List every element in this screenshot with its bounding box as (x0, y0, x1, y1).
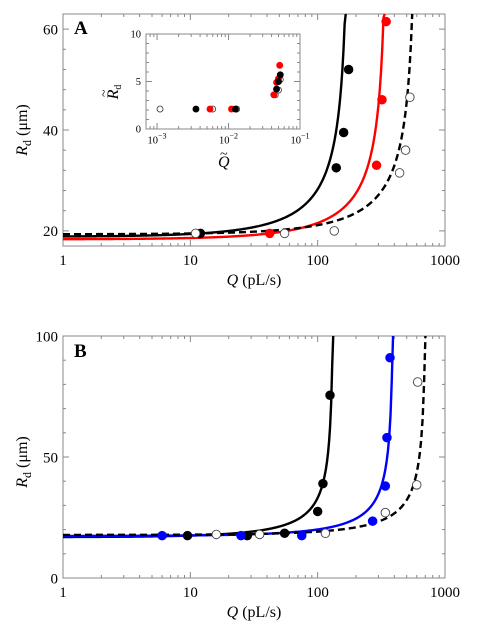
panel-b-data-point (380, 507, 391, 518)
panel-a-fit-curve (62, 13, 386, 241)
panel-b-data-point (382, 432, 392, 443)
panel-a-x-tick-label: 1000 (430, 253, 460, 269)
panel-b-label: B (74, 341, 87, 362)
svg-text:~: ~ (97, 89, 112, 97)
panel-a-x-tick-label: 1 (59, 253, 67, 269)
inset-y-axis-label: Rd ~ (97, 85, 124, 101)
panel-b-x-tick-label: 1000 (430, 585, 460, 601)
panel-b-y-axis-label: Rd (μm) (14, 436, 34, 488)
panel-b-data-point (325, 390, 335, 401)
inset-x-tick-label: 10−1 (290, 132, 309, 147)
panel-a-y-axis-label: Rd (μm) (14, 104, 34, 156)
svg-text:Rd: Rd (105, 85, 124, 101)
panel-b-data-point (412, 480, 422, 490)
panel-a-data-point (190, 228, 201, 239)
inset-x-axis-tilde: ~ (220, 147, 228, 162)
panel-b-fit-curve (62, 335, 395, 538)
panel-b-fit-curve (62, 335, 335, 539)
panel-b-data-point (182, 530, 193, 541)
panel-a-data-point (264, 228, 275, 239)
panel-a-data-point (371, 160, 382, 171)
inset-data-point (270, 91, 278, 99)
panel-a-data-point (394, 168, 405, 178)
panel-a-x-axis-label: Q (pL/s) (227, 272, 282, 289)
panel-a-fit-curve (63, 13, 414, 236)
panel-b-y-tick-label: 0 (51, 571, 59, 587)
panel-b-data-point (385, 353, 395, 363)
inset-chart: 10−3 10−2 10−1 0 5 10 Q ~ Rd ~ (97, 30, 310, 171)
panel-a-data-point (400, 145, 411, 155)
panel-b-tick-labels: 1 10 100 1000 0 50 100 (36, 329, 461, 601)
panel-b-data-point (320, 528, 331, 538)
panel-a-data-point (331, 163, 342, 173)
panel-b-marks (62, 335, 446, 579)
panel-b-data-point (367, 516, 378, 526)
inset-y-tick-label: 5 (136, 77, 141, 88)
inset-data-point (276, 61, 284, 69)
inset-data-point (273, 85, 281, 93)
inset-y-tick-label: 0 (136, 125, 141, 136)
panel-a-y-tick-label: 40 (43, 123, 58, 139)
panel-b-data-point (318, 478, 328, 489)
panel-a-data-point (343, 64, 354, 75)
panel-b-y-tick-label: 50 (43, 450, 58, 466)
panel-b-data-point (236, 530, 246, 541)
panel-b-data-point (279, 528, 290, 538)
inset-data-point (192, 105, 200, 113)
inset-data-point (232, 105, 239, 113)
panel-b: B 1 10 100 1000 0 50 100 Q (pL/s) Rd (μm) (14, 329, 460, 621)
panel-b-data-point (297, 530, 307, 541)
inset-x-tick-label: 10−2 (219, 132, 238, 147)
panel-a-data-point (381, 16, 391, 27)
panel-a-y-tick-label: 20 (43, 224, 58, 240)
inset-x-tick-label: 10−3 (148, 132, 167, 147)
panel-a-data-point (338, 127, 349, 138)
inset-data-point (156, 105, 164, 113)
panel-b-x-tick-label: 100 (306, 585, 329, 601)
panel-a-x-tick-label: 100 (306, 253, 329, 269)
panel-a-data-point (279, 228, 290, 239)
panel-b-data-point (157, 530, 167, 541)
inset-data-point (206, 105, 214, 113)
inset-data-point (276, 71, 284, 79)
panel-a-data-point (329, 226, 340, 236)
panel-b-data-point (412, 377, 423, 387)
panel-b-x-tick-label: 10 (183, 585, 198, 601)
inset-data-point (275, 78, 282, 85)
panel-b-data-point (254, 529, 265, 540)
panel-a-data-point (377, 94, 387, 105)
panel-a-y-tick-label: 60 (43, 22, 58, 38)
panel-a-data-point (405, 92, 415, 102)
inset-x-axis-label: Q (218, 154, 230, 171)
inset-marks (145, 33, 301, 130)
panel-b-data-point (211, 529, 222, 540)
panel-b-data-point (380, 481, 391, 491)
panel-a-label: A (74, 18, 88, 39)
panel-b-x-tick-label: 1 (59, 585, 67, 601)
inset-y-tick-label: 10 (131, 30, 142, 41)
panel-b-y-tick-label: 100 (36, 329, 59, 345)
panel-b-x-axis-label: Q (pL/s) (227, 604, 282, 621)
panel-a-x-tick-label: 10 (183, 253, 198, 269)
panel-b-data-point (312, 506, 323, 517)
panel-a-marks (62, 13, 446, 246)
